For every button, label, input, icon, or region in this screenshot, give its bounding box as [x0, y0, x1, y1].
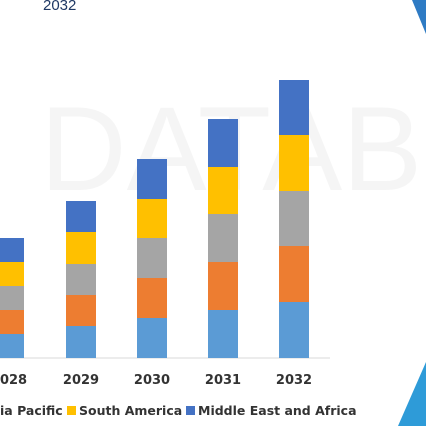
- x-tick-label-2032: 2032: [276, 373, 312, 388]
- bar-segment-2030-series-5: [137, 159, 167, 199]
- bar-segment-2028-series-5: [0, 238, 24, 262]
- bar-segment-2030-series-3: [137, 238, 167, 278]
- bar-segment-2028-series-1: [0, 334, 24, 358]
- legend: ia Pacific South America Middle East and A…: [0, 403, 357, 418]
- x-tick-label-2030: 2030: [134, 373, 170, 388]
- bar-segment-2028-series-3: [0, 286, 24, 310]
- corner-accent-top: [412, 0, 426, 34]
- bar-segment-2032-series-3: [279, 191, 309, 246]
- corner-accent-bottom: [398, 362, 426, 426]
- bar-segment-2028-series-4: [0, 262, 24, 286]
- bar-segment-2032-series-1: [279, 302, 309, 358]
- bar-segment-2030-series-4: [137, 199, 167, 238]
- legend-label-3: Middle East and Africa: [198, 403, 357, 418]
- bar-segment-2032-series-4: [279, 135, 309, 191]
- legend-swatch-2: [67, 406, 76, 415]
- bar-segment-2031-series-3: [208, 214, 238, 262]
- bar-segment-2031-series-1: [208, 310, 238, 358]
- bar-segment-2031-series-4: [208, 167, 238, 214]
- bar-segment-2032-series-5: [279, 80, 309, 135]
- x-tick-label-2031: 2031: [205, 373, 241, 388]
- bar-segment-2029-series-3: [66, 264, 96, 295]
- bar-segment-2029-series-5: [66, 201, 96, 232]
- legend-swatch-3: [186, 406, 195, 415]
- bar-segment-2029-series-1: [66, 326, 96, 358]
- bar-segment-2031-series-2: [208, 262, 238, 310]
- chart-title-fragment: 2032: [43, 0, 76, 14]
- legend-label-2: South America: [79, 403, 182, 418]
- bar-segment-2029-series-2: [66, 295, 96, 326]
- bar-segment-2028-series-2: [0, 310, 24, 334]
- bar-segment-2031-series-5: [208, 119, 238, 167]
- bar-segment-2032-series-2: [279, 246, 309, 302]
- bar-segment-2029-series-4: [66, 232, 96, 264]
- x-tick-label-2029: 2029: [63, 373, 99, 388]
- bar-segment-2030-series-2: [137, 278, 167, 318]
- bar-segment-2030-series-1: [137, 318, 167, 358]
- bars-group: [0, 80, 309, 358]
- legend-label-1: ia Pacific: [0, 403, 63, 418]
